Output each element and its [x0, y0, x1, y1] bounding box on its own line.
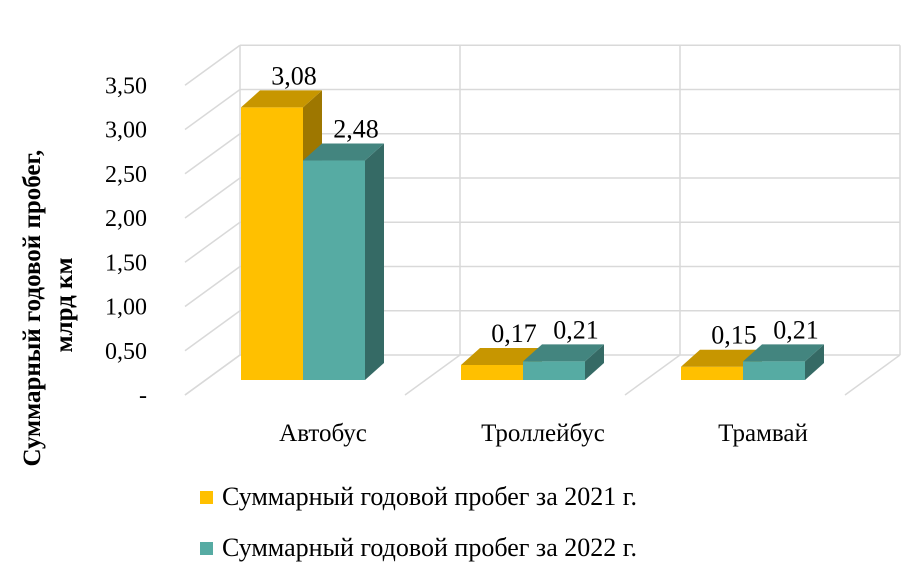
- x-tick-label: Автобус: [279, 420, 367, 447]
- legend-item-2021: Суммарный годовой пробег за 2021 г.: [200, 482, 637, 512]
- data-label: 0,21: [553, 315, 599, 344]
- legend-item-2022: Суммарный годовой пробег за 2022 г.: [200, 533, 637, 563]
- bar-2022-0: [303, 143, 384, 380]
- y-tick-label: -: [139, 383, 147, 409]
- y-axis-label: Суммарный годовой пробег, млрд км: [19, 143, 78, 466]
- bar-front-face: [461, 364, 523, 380]
- y-axis-tick-labels: - 0,50 1,00 1,50 2,00 2,50 3,00 3,50: [105, 73, 147, 409]
- bar-top-face: [523, 344, 604, 362]
- y-tick-label: 1,00: [105, 295, 147, 321]
- legend-swatch-2021: [200, 490, 213, 504]
- data-label: 0,21: [773, 315, 819, 344]
- bar-2022-2: [743, 344, 824, 380]
- bar-2022-1: [523, 344, 604, 380]
- y-axis-label-line-2: млрд км: [51, 258, 78, 353]
- x-tick-label: Трамвай: [718, 420, 808, 447]
- data-labels: 3,08 2,48 0,17 0,21 0,15 0,21: [271, 61, 819, 349]
- gridline-side: [184, 310, 241, 352]
- bar-front-face: [681, 366, 743, 380]
- gridline-side: [184, 177, 241, 219]
- y-tick-label: 3,50: [105, 73, 147, 99]
- bar-side-face: [365, 143, 384, 380]
- bar-top-face: [681, 349, 762, 367]
- gridline-side: [184, 221, 241, 263]
- bar-front-face: [523, 361, 585, 380]
- bar-top-face: [303, 143, 384, 161]
- floor-divider: [184, 354, 241, 396]
- y-tick-label: 1,50: [105, 250, 147, 276]
- gridline-side: [184, 44, 241, 86]
- legend-swatch-2022: [200, 541, 213, 555]
- data-label: 0,15: [711, 321, 757, 350]
- gridline-side: [184, 133, 241, 175]
- bar-top-face: [241, 90, 322, 108]
- bar-side-face: [805, 344, 824, 380]
- bar-top-face: [743, 344, 824, 362]
- y-tick-label: 3,00: [105, 118, 147, 144]
- gridline-side: [184, 88, 241, 131]
- x-axis-tick-labels: Автобус Троллейбус Трамвай: [279, 420, 808, 447]
- data-label: 3,08: [271, 61, 317, 90]
- data-label: 0,17: [491, 319, 537, 348]
- bar-side-face: [585, 344, 604, 380]
- bar-front-face: [241, 107, 303, 381]
- floor-divider: [844, 354, 901, 396]
- y-tick-label: 2,50: [105, 162, 147, 188]
- gridline-side: [184, 265, 241, 308]
- legend-label-2022: Суммарный годовой пробег за 2022 г.: [222, 533, 637, 562]
- x-tick-label: Троллейбус: [481, 420, 605, 447]
- floor-divider: [624, 354, 681, 396]
- y-axis-label-line-1: Суммарный годовой пробег,: [19, 150, 46, 467]
- y-tick-label: 0,50: [105, 339, 147, 365]
- legend-label-2021: Суммарный годовой пробег за 2021 г.: [222, 482, 637, 511]
- y-tick-label: 2,00: [105, 206, 147, 232]
- data-label: 2,48: [333, 115, 379, 144]
- chart-bars: [241, 90, 824, 381]
- floor-divider: [404, 354, 461, 396]
- bar-front-face: [303, 160, 365, 380]
- bar-top-face: [461, 347, 542, 365]
- bar-front-face: [743, 361, 805, 380]
